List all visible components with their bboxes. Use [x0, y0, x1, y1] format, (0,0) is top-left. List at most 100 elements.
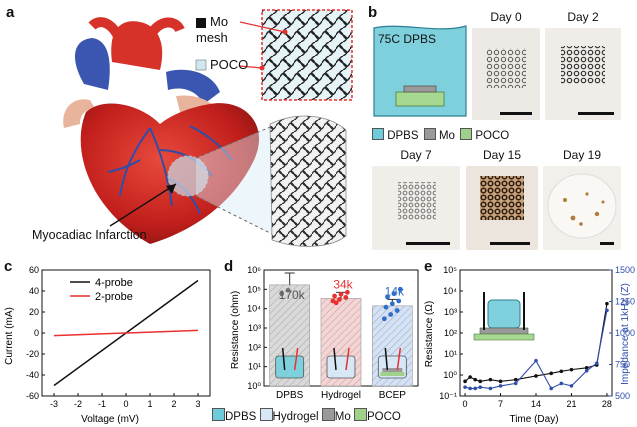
chart-d-point-1-3 — [332, 293, 337, 299]
panel-label-d: d — [224, 258, 234, 275]
chart-e-xtick-label-0: 0 — [463, 399, 468, 409]
chart-e-point-0-1 — [468, 375, 472, 379]
chart-e-y2tick-label-0: 500 — [615, 391, 630, 401]
chart-c-series-1 — [53, 329, 199, 337]
chart-d-probe-black-1 — [333, 347, 337, 371]
chart-e-ytick-label-1: 10⁰ — [443, 370, 457, 380]
chart-d-ytick-label-2: 10² — [248, 342, 261, 352]
chart-e-point-1-0 — [463, 385, 467, 389]
chart-d-point-2-7 — [391, 291, 397, 297]
chart-d-value-label-2: 14k — [385, 284, 405, 298]
chart-d-value-label-0: 170k — [279, 288, 306, 302]
chart-e-point-1-3 — [478, 385, 483, 389]
chart-e-ytick-label-6: 10⁵ — [443, 265, 457, 275]
chart-c-ytick-label-6: 60 — [29, 265, 39, 275]
chart-e-point-1-12 — [595, 361, 599, 366]
chart-e-point-1-5 — [498, 384, 503, 388]
chart-d-ytick-label-3: 10³ — [248, 323, 261, 333]
scale-bar-day-7 — [406, 242, 450, 245]
photo-day-2 — [545, 28, 621, 120]
chart-c-ytick-label-4: 20 — [29, 307, 39, 317]
scale-bar-day-0 — [500, 112, 532, 115]
chart-e-point-1-10 — [569, 384, 574, 388]
chart-c-xlabel: Voltage (mV) — [81, 414, 139, 425]
panel-label-e: e — [424, 258, 433, 275]
chart-c-ylabel: Current (mA) — [4, 307, 15, 365]
chart-e-y2label: Impedance at 1kHz (Z) — [620, 283, 631, 385]
scale-bar-day-19 — [600, 242, 614, 245]
chart-e: 0 7 14 21 28 10⁻¹ 10⁰ 10¹ 10² 10³ 10⁴ 10⁵ 500 750 1000… — [424, 265, 635, 425]
chart-e-xlabel: Time (Day) — [509, 414, 558, 425]
mo-legend-swatch — [196, 18, 206, 28]
chart-d-probe-red-2 — [396, 347, 402, 371]
chart-d-beaker-poco-2 — [380, 372, 405, 376]
day-title-15: Day 15 — [482, 148, 522, 162]
chart-e-y2tick-label-2: 1000 — [615, 328, 635, 338]
chart-e-point-0-10 — [569, 367, 574, 372]
chart-d-point-2-8 — [397, 286, 403, 292]
mo-label: Mo — [210, 14, 229, 29]
chart-e-ytick-label-4: 10³ — [444, 307, 457, 317]
vessel-label: 75C DPBS — [378, 32, 437, 46]
chart-c-legend-4probe: 4-probe — [95, 277, 133, 289]
chart-c-xtick-label-0: -3 — [50, 399, 58, 409]
panel-d-legend: DPBS Hydrogel Mo POCO — [212, 408, 424, 423]
chart-e-point-0-4 — [488, 377, 493, 382]
chart-c-ytick-label-0: -60 — [26, 391, 39, 401]
chart-d-ytick-label-4: 10⁴ — [247, 304, 261, 314]
chart-d-ytick-label-1: 10¹ — [248, 362, 261, 372]
chart-e-point-0-5 — [498, 379, 503, 384]
legend-swatch-poco — [460, 128, 473, 140]
chart-e-xtick-label-4: 28 — [602, 399, 612, 409]
legend-d-swatch-hydrogel — [259, 408, 273, 421]
chart-c-xtick-label-6: 3 — [195, 399, 200, 409]
legend-d-label-hydrogel: Hydrogel — [272, 411, 319, 423]
chart-d-point-1-1 — [337, 297, 342, 302]
chart-e-ytick-label-0: 10⁻¹ — [439, 391, 457, 401]
chart-d-ytick-label-0: 10⁰ — [247, 381, 261, 391]
mesh-patch-3d — [269, 115, 347, 247]
chart-d-point-1-5 — [345, 289, 350, 295]
dpbs-vessel — [373, 25, 467, 117]
chart-e-point-1-1 — [468, 386, 472, 391]
chart-d-probe-black-2 — [384, 347, 389, 371]
legend-d-label-dpbs: DPBS — [225, 411, 257, 423]
chart-d-value-label-1: 34k — [333, 277, 353, 291]
chart-e-point-0-6 — [513, 377, 518, 382]
chart-c-xtick-label-3: 0 — [123, 399, 128, 409]
chart-e-point-0-9 — [559, 369, 564, 374]
legend-d-label-mo: Mo — [334, 411, 351, 423]
chart-d-point-1-4 — [338, 291, 344, 297]
chart-e-ytick-label-5: 10⁴ — [443, 286, 457, 296]
chart-e-point-1-2 — [473, 386, 477, 391]
legend-d-swatch-poco — [353, 408, 367, 421]
legend-label-poco: POCO — [475, 130, 510, 142]
panel-label-a: a — [6, 4, 15, 21]
mo-mesh-zoom — [261, 9, 353, 101]
chart-e-ytick-label-3: 10² — [444, 328, 457, 338]
infarction-label: Myocadiac Infarction — [32, 228, 147, 242]
chart-c-ytick-label-5: 40 — [29, 286, 39, 296]
chart-e-y2tick-label-4: 1500 — [615, 265, 635, 275]
chart-d-ylabel: Resistance (ohm) — [230, 291, 241, 369]
day-title-0: Day 0 — [490, 10, 522, 24]
day-title-19: Day 19 — [562, 148, 602, 162]
chart-e-point-1-13 — [605, 308, 609, 313]
infarction-area — [167, 155, 209, 197]
panel-label-c: c — [4, 258, 13, 275]
chart-e-point-1-6 — [513, 381, 518, 386]
legend-label-dpbs: DPBS — [387, 130, 419, 142]
chart-c-ytick-label-2: -20 — [26, 349, 39, 359]
chart-e-point-0-0 — [463, 379, 467, 384]
chart-d-ytick-label-6: 10⁶ — [247, 265, 261, 275]
chart-e-point-1-11 — [584, 369, 589, 373]
chart-d-category-label-1: Hydrogel — [321, 390, 361, 401]
chart-e-point-1-9 — [559, 381, 564, 386]
chart-d-category-label-2: BCEP — [379, 390, 407, 401]
day-title-7: Day 7 — [400, 148, 432, 162]
chart-c-xtick-label-2: -1 — [98, 399, 106, 409]
chart-e-xtick-label-3: 21 — [566, 399, 576, 409]
chart-d-point-0-1 — [285, 287, 291, 293]
photo-day-19 — [543, 166, 621, 250]
